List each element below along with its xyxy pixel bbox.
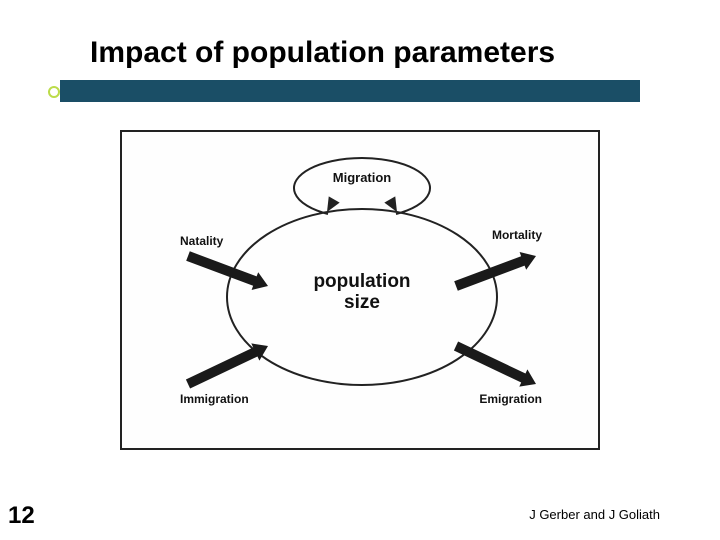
natality-arrow — [186, 251, 268, 290]
diagram-inner: population size Migration Natality Mortali… — [122, 132, 598, 448]
emigration-label: Emigration — [422, 392, 542, 406]
natality-label: Natality — [180, 234, 223, 248]
footer-credits: J Gerber and J Goliath — [529, 507, 660, 522]
page-number: 12 — [8, 502, 35, 530]
underline-rect — [60, 80, 640, 102]
slide-title: Impact of population parameters — [90, 36, 555, 70]
emigration-arrow — [454, 342, 536, 387]
diagram-frame: population size Migration Natality Mortali… — [120, 130, 600, 450]
title-underline — [60, 80, 640, 102]
center-line1: population — [313, 271, 410, 292]
immigration-arrow — [186, 343, 268, 388]
center-label: population size — [302, 272, 422, 314]
migration-loop — [294, 158, 430, 214]
bullet-icon — [48, 86, 60, 98]
center-line2: size — [344, 292, 380, 313]
immigration-label: Immigration — [180, 392, 249, 406]
slide: Impact of population parameters populati… — [0, 0, 720, 540]
mortality-label: Mortality — [422, 228, 542, 242]
migration-label: Migration — [302, 170, 422, 185]
